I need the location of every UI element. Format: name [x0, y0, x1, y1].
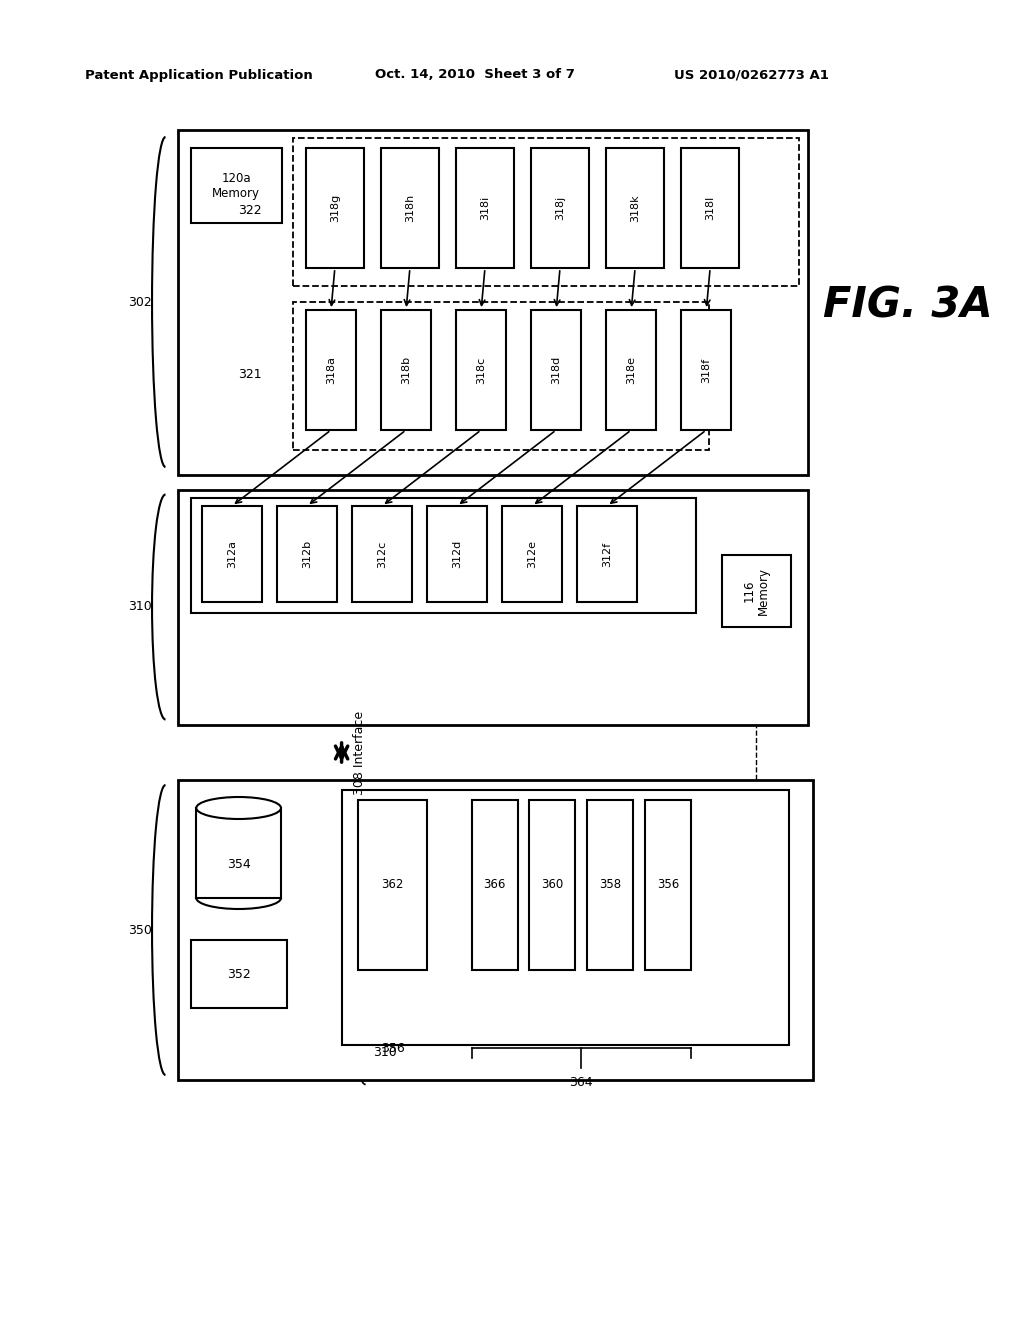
Text: US 2010/0262773 A1: US 2010/0262773 A1 — [674, 69, 828, 82]
Text: 321: 321 — [239, 368, 262, 381]
Bar — [456, 310, 506, 430]
Bar — [178, 780, 813, 1080]
Text: 318e: 318e — [627, 356, 636, 384]
Text: 322: 322 — [239, 203, 262, 216]
Text: 308 Interface: 308 Interface — [353, 710, 367, 795]
Bar — [503, 506, 562, 602]
Bar — [306, 148, 364, 268]
Bar — [606, 148, 664, 268]
Text: 120a
Memory: 120a Memory — [212, 172, 260, 199]
Text: 362: 362 — [381, 879, 403, 891]
Text: 318f: 318f — [701, 358, 712, 383]
Bar — [381, 148, 439, 268]
Bar — [190, 940, 287, 1008]
Bar — [202, 506, 262, 602]
Bar — [471, 800, 518, 970]
Text: 318k: 318k — [630, 194, 640, 222]
Bar — [587, 800, 633, 970]
Bar — [606, 310, 656, 430]
Bar — [531, 148, 589, 268]
Text: 318h: 318h — [404, 194, 415, 222]
Bar — [178, 129, 808, 475]
Text: FIG. 3A: FIG. 3A — [822, 284, 992, 326]
Text: 312c: 312c — [377, 540, 387, 568]
Bar — [352, 506, 412, 602]
Ellipse shape — [197, 797, 281, 818]
Text: 116
Memory: 116 Memory — [742, 568, 770, 615]
Text: 360: 360 — [542, 879, 563, 891]
Text: 312e: 312e — [527, 540, 538, 568]
Text: 312d: 312d — [452, 540, 462, 568]
Text: Oct. 14, 2010  Sheet 3 of 7: Oct. 14, 2010 Sheet 3 of 7 — [375, 69, 575, 82]
Bar — [681, 310, 731, 430]
Text: 356: 356 — [381, 1041, 404, 1055]
Text: 310: 310 — [374, 1045, 397, 1059]
Text: 302: 302 — [128, 296, 152, 309]
Text: 310: 310 — [128, 601, 152, 614]
Bar — [381, 310, 431, 430]
Text: 318a: 318a — [326, 356, 336, 384]
Text: 318i: 318i — [480, 195, 489, 220]
Bar — [529, 800, 575, 970]
Bar — [578, 506, 637, 602]
Text: 318b: 318b — [401, 356, 411, 384]
Bar — [178, 490, 808, 725]
Text: 312b: 312b — [302, 540, 312, 568]
Bar — [294, 139, 799, 286]
Text: 318d: 318d — [551, 356, 561, 384]
Text: 366: 366 — [483, 879, 506, 891]
Text: 318g: 318g — [330, 194, 340, 222]
Bar — [294, 302, 710, 450]
Bar — [645, 800, 691, 970]
Bar — [681, 148, 739, 268]
Text: 312f: 312f — [602, 541, 612, 566]
Text: 356: 356 — [656, 879, 679, 891]
Bar — [278, 506, 337, 602]
Text: 352: 352 — [226, 968, 251, 981]
Bar — [427, 506, 486, 602]
Text: 318c: 318c — [476, 356, 486, 384]
Bar — [342, 789, 790, 1045]
Bar — [190, 498, 695, 612]
Text: 312a: 312a — [227, 540, 237, 568]
Text: 318j: 318j — [555, 195, 565, 220]
Bar — [358, 800, 427, 970]
Bar — [456, 148, 514, 268]
Text: 354: 354 — [226, 858, 251, 871]
Text: 364: 364 — [569, 1076, 593, 1089]
Bar — [190, 148, 282, 223]
Text: Patent Application Publication: Patent Application Publication — [85, 69, 312, 82]
Text: 318l: 318l — [706, 195, 715, 220]
Text: 350: 350 — [128, 924, 152, 936]
Bar — [531, 310, 582, 430]
Text: 358: 358 — [599, 879, 622, 891]
Bar — [722, 554, 791, 627]
Bar — [306, 310, 356, 430]
